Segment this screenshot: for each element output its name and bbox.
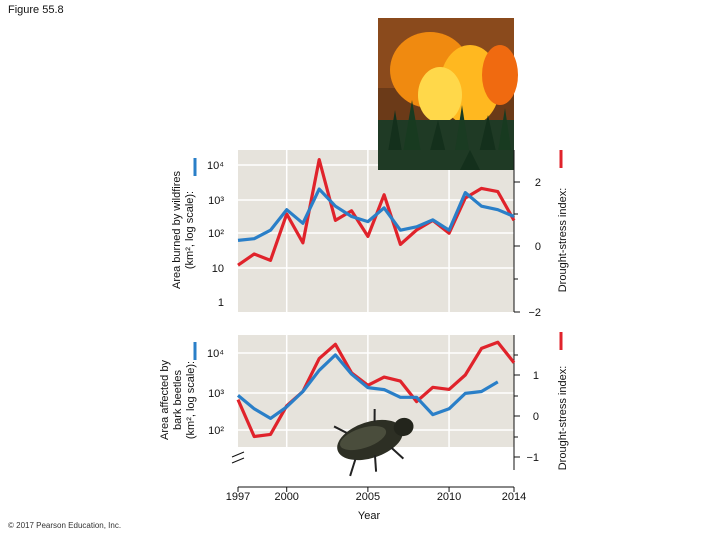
top-blue-series-line: [237, 187, 515, 242]
axis-break-mark: [231, 451, 245, 458]
x-tick-label: 2005: [356, 491, 380, 503]
top-left-tick-label: 10: [212, 263, 224, 275]
top-left-ticks: 1 10 10² 10³ 10⁴: [207, 160, 224, 309]
wildfire-photo: [378, 18, 518, 170]
top-left-axis-title-line-1: Area burned by wildfires: [171, 171, 183, 290]
bottom-right-axis-title-text: Drought-stress index:: [557, 366, 569, 471]
wildfire-photo-overlap: [378, 150, 514, 170]
top-right-axis-title: Drought-stress index:: [557, 188, 569, 293]
x-tick-label: 2010: [437, 491, 461, 503]
top-right-tick-label: −2: [528, 307, 541, 319]
x-ticks: 1997 2000 2005 2010 2014: [226, 487, 526, 503]
x-tick-label: 1997: [226, 491, 250, 503]
x-tick-label: 2014: [502, 491, 526, 503]
x-axis-title: Year: [358, 510, 381, 522]
series-layer: [236, 158, 516, 439]
bottom-left-ticks: 10² 10³ 10⁴: [207, 348, 224, 437]
x-tick-label: 2000: [274, 491, 298, 503]
top-right-ticks: −2 0 2: [514, 177, 541, 319]
bottom-left-tick-label: 10²: [208, 425, 224, 437]
figure-label: Figure 55.8: [8, 4, 64, 16]
bottom-right-tick-label: 0: [533, 411, 539, 423]
bottom-right-tick-label: 1: [533, 370, 539, 382]
bottom-left-axis-title-line-3: (km², log scale):: [185, 361, 197, 439]
bottom-right-ticks: −1 0 1: [514, 354, 539, 464]
top-left-tick-label: 1: [218, 297, 224, 309]
top-left-axis-title: Area burned by wildfires (km², log scale…: [171, 171, 196, 290]
copyright-notice: © 2017 Pearson Education, Inc.: [8, 521, 122, 530]
bottom-left-axis-title-line-1: Area affected by: [159, 360, 171, 440]
bottom-left-tick-label: 10⁴: [207, 348, 224, 360]
top-right-axis-title-text: Drought-stress index:: [557, 188, 569, 293]
bottom-right-axis-title: Drought-stress index:: [557, 366, 569, 471]
bottom-left-axis-title-line-2: bark beetles: [172, 370, 184, 430]
top-left-tick-label: 10³: [208, 195, 224, 207]
bottom-left-axis-title: Area affected by bark beetles (km², log …: [159, 360, 197, 440]
top-right-tick-label: 2: [535, 177, 541, 189]
axis-break-mark: [231, 457, 245, 464]
top-left-tick-label: 10⁴: [207, 160, 224, 172]
bottom-left-tick-label: 10³: [208, 388, 224, 400]
top-plot-area: [238, 150, 514, 312]
bark-beetle-image: [333, 409, 414, 477]
top-left-axis-title-line-2: (km², log scale):: [184, 191, 196, 269]
top-right-tick-label: 0: [535, 241, 541, 253]
top-left-tick-label: 10²: [208, 228, 224, 240]
bottom-right-tick-label: −1: [526, 452, 539, 464]
bottom-blue-series-line: [236, 353, 499, 420]
